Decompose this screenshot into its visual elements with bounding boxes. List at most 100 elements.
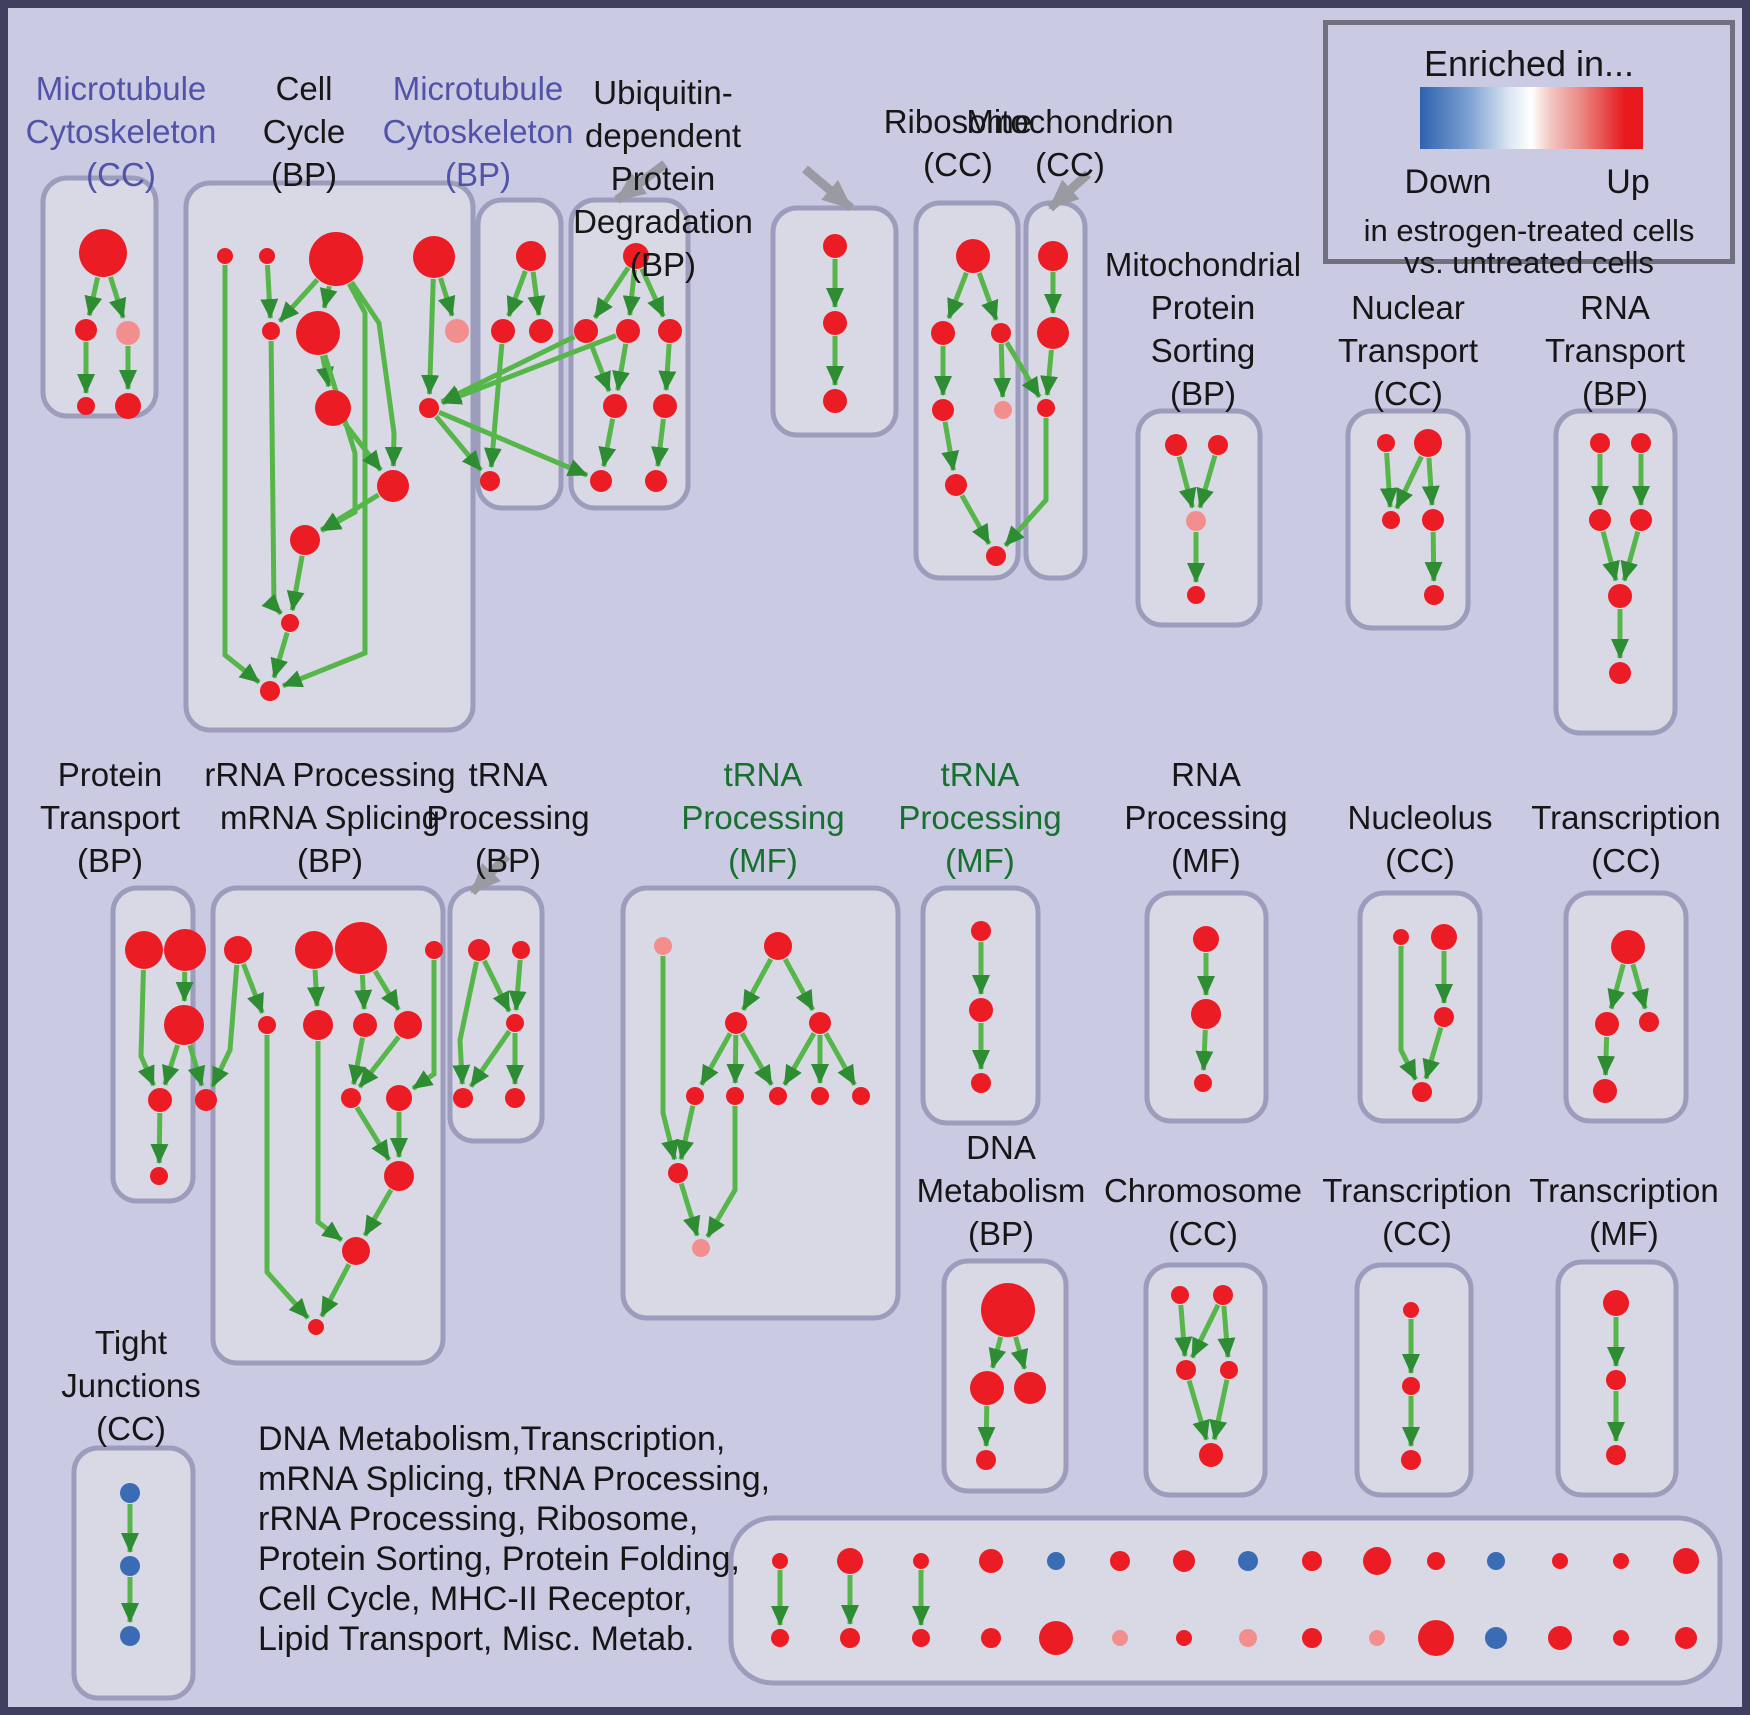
go-term-node-ch_e <box>1199 1443 1223 1467</box>
go-term-node-rr_l2 <box>386 1085 412 1111</box>
go-term-node-mtcc_4 <box>77 397 95 415</box>
go-term-node-mtcc_3 <box>116 321 140 345</box>
misc-box <box>728 1515 1723 1686</box>
edge-tm_m1-tm_b2 <box>726 1034 745 1085</box>
chromosome-box <box>1143 1262 1268 1498</box>
go-term-node-rib_b <box>991 323 1011 343</box>
go-term-node-bb3 <box>912 1629 930 1647</box>
go-term-node-bt8 <box>1238 1551 1258 1571</box>
go-term-node-mtcc_2 <box>75 319 97 341</box>
go-term-node-ub1_a <box>574 319 598 343</box>
go-term-node-tj_b <box>120 1556 140 1576</box>
go-term-node-mit_c <box>1037 399 1055 417</box>
go-term-node-pt_c <box>148 1088 172 1112</box>
edge-tc1_b-tc1_d <box>1597 1036 1616 1077</box>
label-trna-processing-mf-2: tRNA Processing (MF) <box>898 756 1061 879</box>
go-term-node-rib_p <box>994 401 1012 419</box>
go-term-node-bt14 <box>1613 1553 1629 1569</box>
go-term-node-pt_d <box>195 1089 217 1111</box>
go-term-node-tc2_c <box>1401 1450 1421 1470</box>
edge-cc_f-cc_h <box>316 355 334 388</box>
edge-cc_h-cc_j <box>342 421 383 472</box>
go-term-node-rr_t4 <box>425 941 443 959</box>
edge-ch_b-ch_d <box>1217 1305 1236 1359</box>
go-term-node-ntr_e <box>1424 585 1444 605</box>
go-term-node-cc_b <box>259 248 275 264</box>
go-term-node-rib_a <box>931 321 955 345</box>
edge-cc_j-cc_l <box>319 492 380 533</box>
go-term-node-bt12 <box>1487 1552 1505 1570</box>
edge-ub1_t-ub1_c <box>639 267 666 318</box>
go-term-node-bt1 <box>772 1553 788 1569</box>
edge-tc1_a-tc1_c <box>1630 963 1649 1010</box>
edge-ub1_b-ub1_d <box>612 343 630 392</box>
go-term-node-bb12 <box>1485 1627 1507 1649</box>
go-term-node-pt_a <box>125 931 163 969</box>
go-term-node-rr_m1 <box>258 1016 276 1034</box>
edge-nu_c-nu_d <box>1422 1026 1444 1080</box>
go-term-node-cc_g <box>445 319 469 343</box>
go-term-node-bb5 <box>1039 1621 1073 1655</box>
edge-rtr_d-rtr_e <box>1620 530 1641 582</box>
edge-tb_a-tb_m <box>482 959 512 1013</box>
go-term-node-rtr_d <box>1630 509 1652 531</box>
edge-rp_b-rp_c <box>1195 1029 1214 1072</box>
edge-dm_b-dm_d <box>977 1405 996 1448</box>
edge-cc_i-mtbp_bot <box>434 414 483 472</box>
misc-clusters-caption: DNA Metabolism,Transcription, mRNA Splici… <box>258 1420 770 1658</box>
edge-tm_m1-tm_b3 <box>739 1032 774 1086</box>
edge-cc_l-cc_m <box>286 555 305 612</box>
edge-rib_c-rib_d <box>941 421 960 472</box>
go-term-node-bt6 <box>1110 1551 1130 1571</box>
edge-tb_b-tb_m <box>508 959 527 1012</box>
go-term-node-t2_b <box>969 998 993 1022</box>
go-term-node-bt13 <box>1552 1553 1568 1569</box>
go-term-node-mps_c <box>1187 586 1205 604</box>
go-term-node-tc1_b <box>1595 1012 1619 1036</box>
edge-rr_t3-rr_m3 <box>354 974 373 1011</box>
go-term-node-nu_b <box>1431 924 1457 950</box>
go-term-node-mps_a <box>1165 434 1187 456</box>
go-term-node-cc_h <box>315 390 351 426</box>
go-term-node-pt_e <box>150 1167 168 1185</box>
edge-tm_t-tm_m2 <box>782 957 816 1012</box>
go-term-node-bt9 <box>1302 1551 1322 1571</box>
go-term-node-ntr_c <box>1382 511 1400 529</box>
edge-rib_b-rib_p <box>993 343 1012 399</box>
dna-metabolism-box <box>941 1258 1069 1494</box>
go-term-node-bb13 <box>1548 1626 1572 1650</box>
edge-ch_b-ch_c <box>1189 1303 1221 1359</box>
ribosome-box <box>913 200 1021 581</box>
label-mitochondrion: Mitochondrion (CC) <box>966 103 1173 183</box>
go-term-node-rtr_c <box>1589 509 1611 531</box>
edge-tc1_a-tc1_b <box>1607 963 1626 1010</box>
nucleolus-box <box>1357 890 1483 1124</box>
go-term-node-bb11 <box>1418 1620 1454 1656</box>
go-term-node-rr_m3 <box>353 1013 377 1037</box>
label-rna-processing-mf: RNA Processing (MF) <box>1124 756 1287 879</box>
go-term-node-rib_t <box>956 239 990 273</box>
go-term-node-mtcc_1 <box>79 229 127 277</box>
legend-down-label: Down <box>1404 163 1492 201</box>
edge-cc_c-cc_n <box>282 282 368 689</box>
go-term-node-ub1_b <box>616 319 640 343</box>
label-microtubule-cytoskeleton-bp: Microtubule Cytoskeleton (BP) <box>383 70 574 193</box>
go-term-node-tm_p <box>654 937 672 955</box>
legend-subtitle-line1: in estrogen-treated cells <box>1363 213 1695 248</box>
go-term-node-tm_m1 <box>725 1012 747 1034</box>
go-term-node-tm_b3 <box>769 1087 787 1105</box>
go-term-node-bb8 <box>1239 1629 1257 1647</box>
edge-pt_a-pt_c <box>137 969 156 1087</box>
label-nuclear-transport: Nuclear Transport (CC) <box>1338 289 1478 412</box>
edge-mtcc_1-mtcc_3 <box>108 276 127 319</box>
go-term-node-mit_b <box>1037 317 1069 349</box>
go-term-node-mtbp_t <box>516 241 546 271</box>
go-term-node-bt5 <box>1047 1552 1065 1570</box>
go-term-node-rp_b <box>1191 999 1221 1029</box>
edge-ntr_a-ntr_c <box>1379 452 1398 509</box>
go-term-node-tm_b4 <box>811 1087 829 1105</box>
edge-tm_m2-tm_b5 <box>823 1032 857 1086</box>
go-term-node-mtbp_bot <box>480 471 500 491</box>
edge-cc_b-cc_e <box>260 264 279 320</box>
